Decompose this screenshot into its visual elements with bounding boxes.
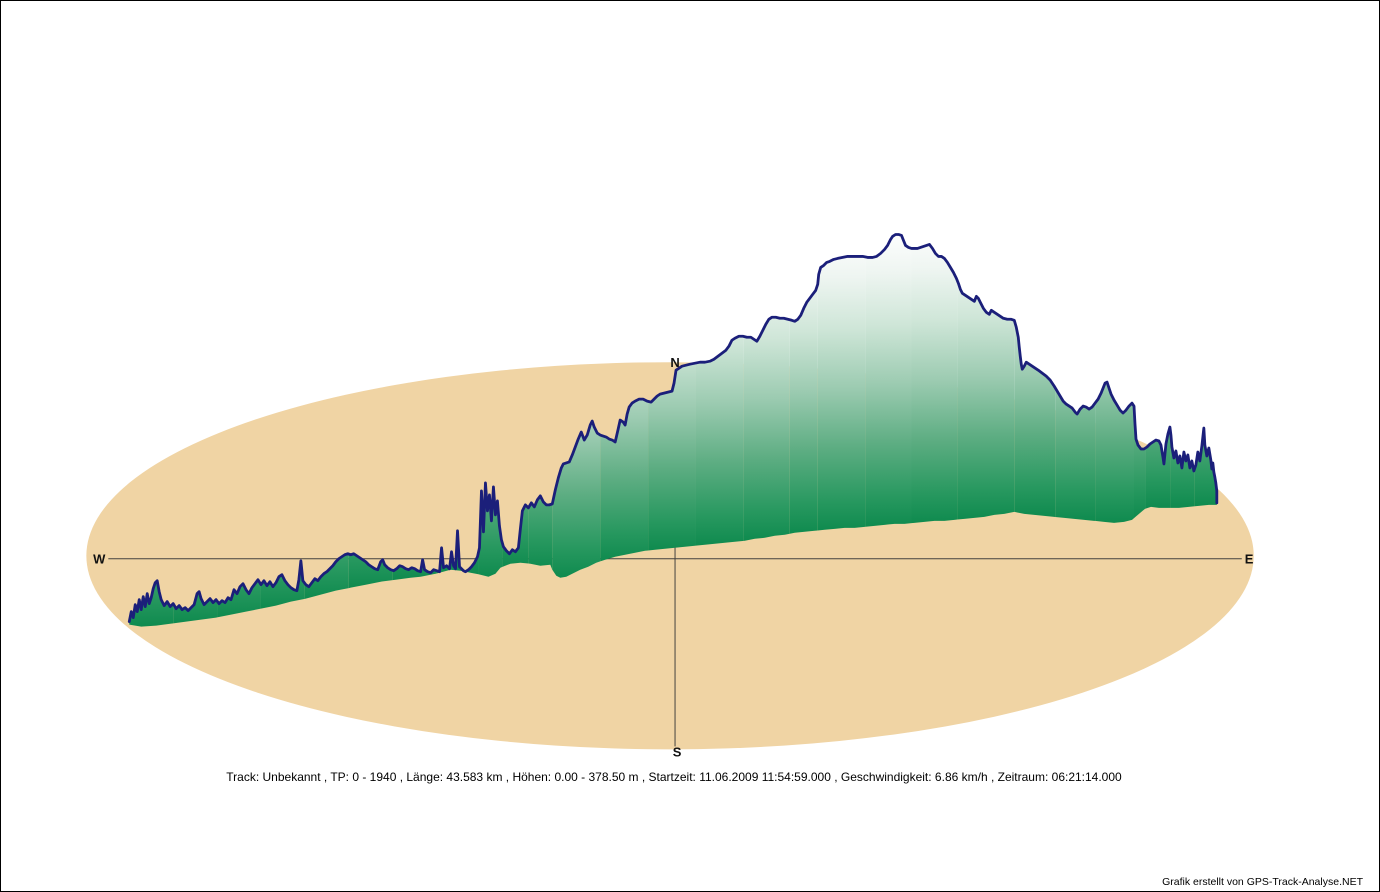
elevation-curtain	[129, 234, 1217, 627]
curtain-slice	[957, 280, 1015, 520]
curtain-slice	[1134, 406, 1146, 519]
curtain-slice	[1145, 427, 1171, 509]
curtain-slice	[789, 284, 818, 534]
curtain-slice	[600, 399, 649, 562]
curtain-slice	[817, 256, 866, 531]
curtain-slice	[1095, 382, 1135, 523]
compass-label-east: E	[1245, 552, 1254, 567]
track-stats-caption: Track: Unbekannt , TP: 0 - 1940 , Länge:…	[226, 770, 1122, 784]
curtain-slice	[648, 362, 696, 551]
curtain-slice	[528, 495, 553, 570]
credit-text: Grafik erstellt von GPS-Track-Analyse.NE…	[1162, 876, 1363, 888]
curtain-slice	[129, 580, 174, 627]
curtain-slice	[478, 482, 503, 577]
compass-label-west: W	[93, 552, 106, 567]
curtain-slice	[217, 579, 261, 618]
curtain-slice	[743, 317, 790, 541]
curtain-slice	[1055, 387, 1096, 521]
curtain-slice	[304, 553, 349, 599]
curtain-slice	[1194, 428, 1217, 507]
curtain-slice	[911, 244, 958, 524]
curtain-slice	[173, 591, 218, 624]
compass-label-south: S	[673, 744, 682, 759]
curtain-slice	[1014, 320, 1056, 517]
curtain-slice	[695, 336, 744, 546]
track-outline	[127, 233, 1219, 624]
curtain-slice	[552, 421, 601, 578]
curtain-slice	[865, 234, 912, 527]
curtain-slice	[260, 560, 305, 609]
compass-label-north: N	[670, 355, 679, 370]
curtain-slice	[1170, 435, 1195, 508]
